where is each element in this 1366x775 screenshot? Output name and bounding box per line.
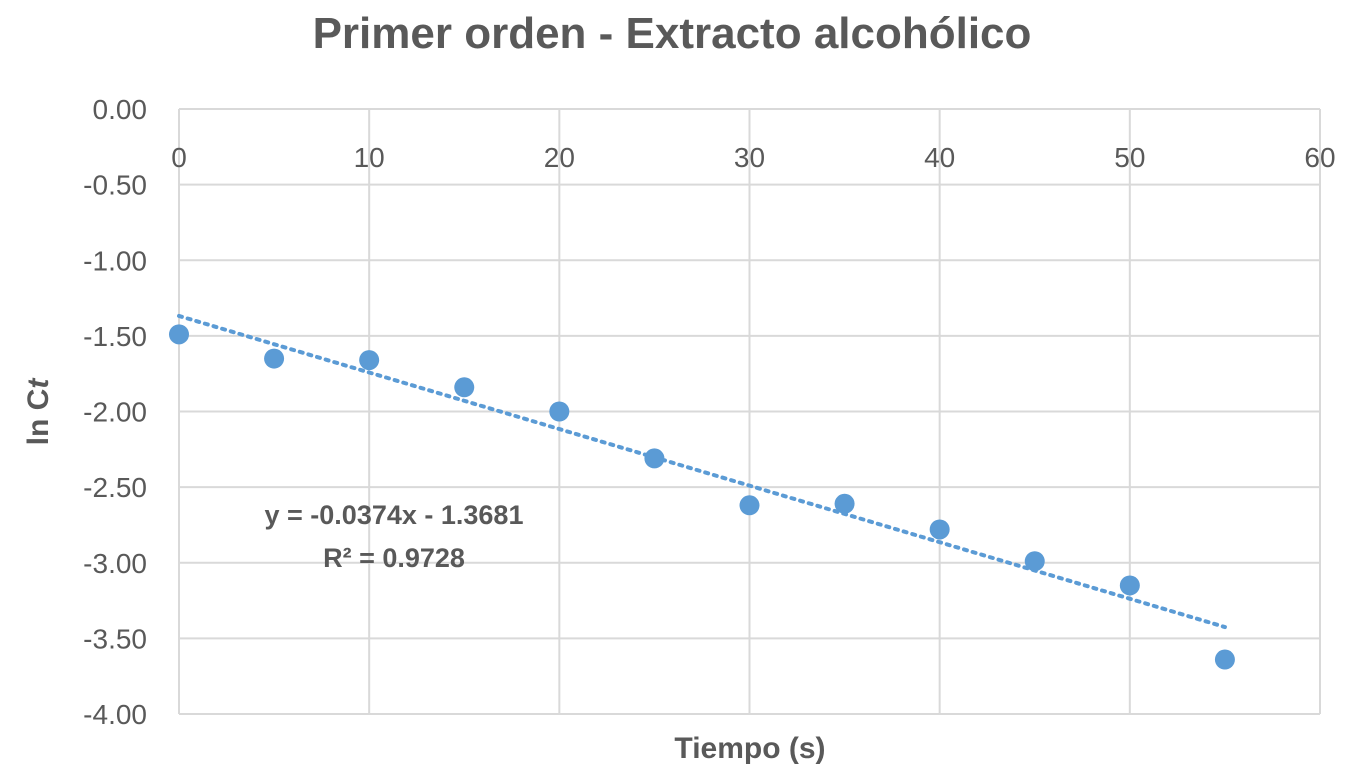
y-tick-label: -3.50 xyxy=(83,623,147,654)
y-tick-label: -2.50 xyxy=(83,472,147,503)
x-axis-title: Tiempo (s) xyxy=(674,732,825,765)
data-point xyxy=(929,519,950,540)
x-tick-label: 50 xyxy=(1114,142,1145,173)
x-tick-label: 60 xyxy=(1304,142,1335,173)
trendline xyxy=(177,313,1227,630)
data-point xyxy=(264,348,285,369)
y-axis-title: ln Ct xyxy=(22,377,55,446)
y-tick-label: 0.00 xyxy=(93,94,148,125)
x-tick-label: 10 xyxy=(354,142,385,173)
x-tick-label: 30 xyxy=(734,142,765,173)
data-points xyxy=(169,324,1235,670)
data-point xyxy=(454,377,475,398)
y-tick-label: -2.00 xyxy=(83,397,147,428)
data-point xyxy=(359,350,380,371)
data-point xyxy=(549,401,570,422)
data-point xyxy=(1214,649,1235,670)
x-tick-label: 0 xyxy=(171,142,187,173)
y-tick-labels: 0.00 -0.50 -1.00 -1.50 -2.00 -2.50 -3.00 -3.50 -… xyxy=(83,94,147,730)
gridlines xyxy=(178,108,1321,715)
y-axis-title-main: ln C xyxy=(22,389,55,446)
x-tick-label: 40 xyxy=(924,142,955,173)
trendline-r-squared: R² = 0.9728 xyxy=(323,543,465,573)
trendline-equation: y = -0.0374x - 1.3681 xyxy=(265,500,524,530)
data-point xyxy=(644,448,665,469)
data-point xyxy=(739,495,760,516)
y-axis-title-subscript: t xyxy=(22,377,55,389)
trendline-group xyxy=(177,313,1227,630)
y-tick-label: -0.50 xyxy=(83,170,147,201)
y-tick-label: -3.00 xyxy=(83,548,147,579)
data-point xyxy=(1119,575,1140,596)
x-tick-label: 20 xyxy=(544,142,575,173)
x-tick-labels: 0 10 20 30 40 50 60 xyxy=(171,142,1335,173)
data-point xyxy=(1024,551,1045,572)
chart-title: Primer orden - Extracto alcohólico xyxy=(313,9,1032,58)
y-tick-label: -1.50 xyxy=(83,321,147,352)
data-point xyxy=(834,493,855,514)
data-point xyxy=(169,324,189,345)
y-tick-label: -1.00 xyxy=(83,245,147,276)
y-tick-label: -4.00 xyxy=(83,699,147,730)
